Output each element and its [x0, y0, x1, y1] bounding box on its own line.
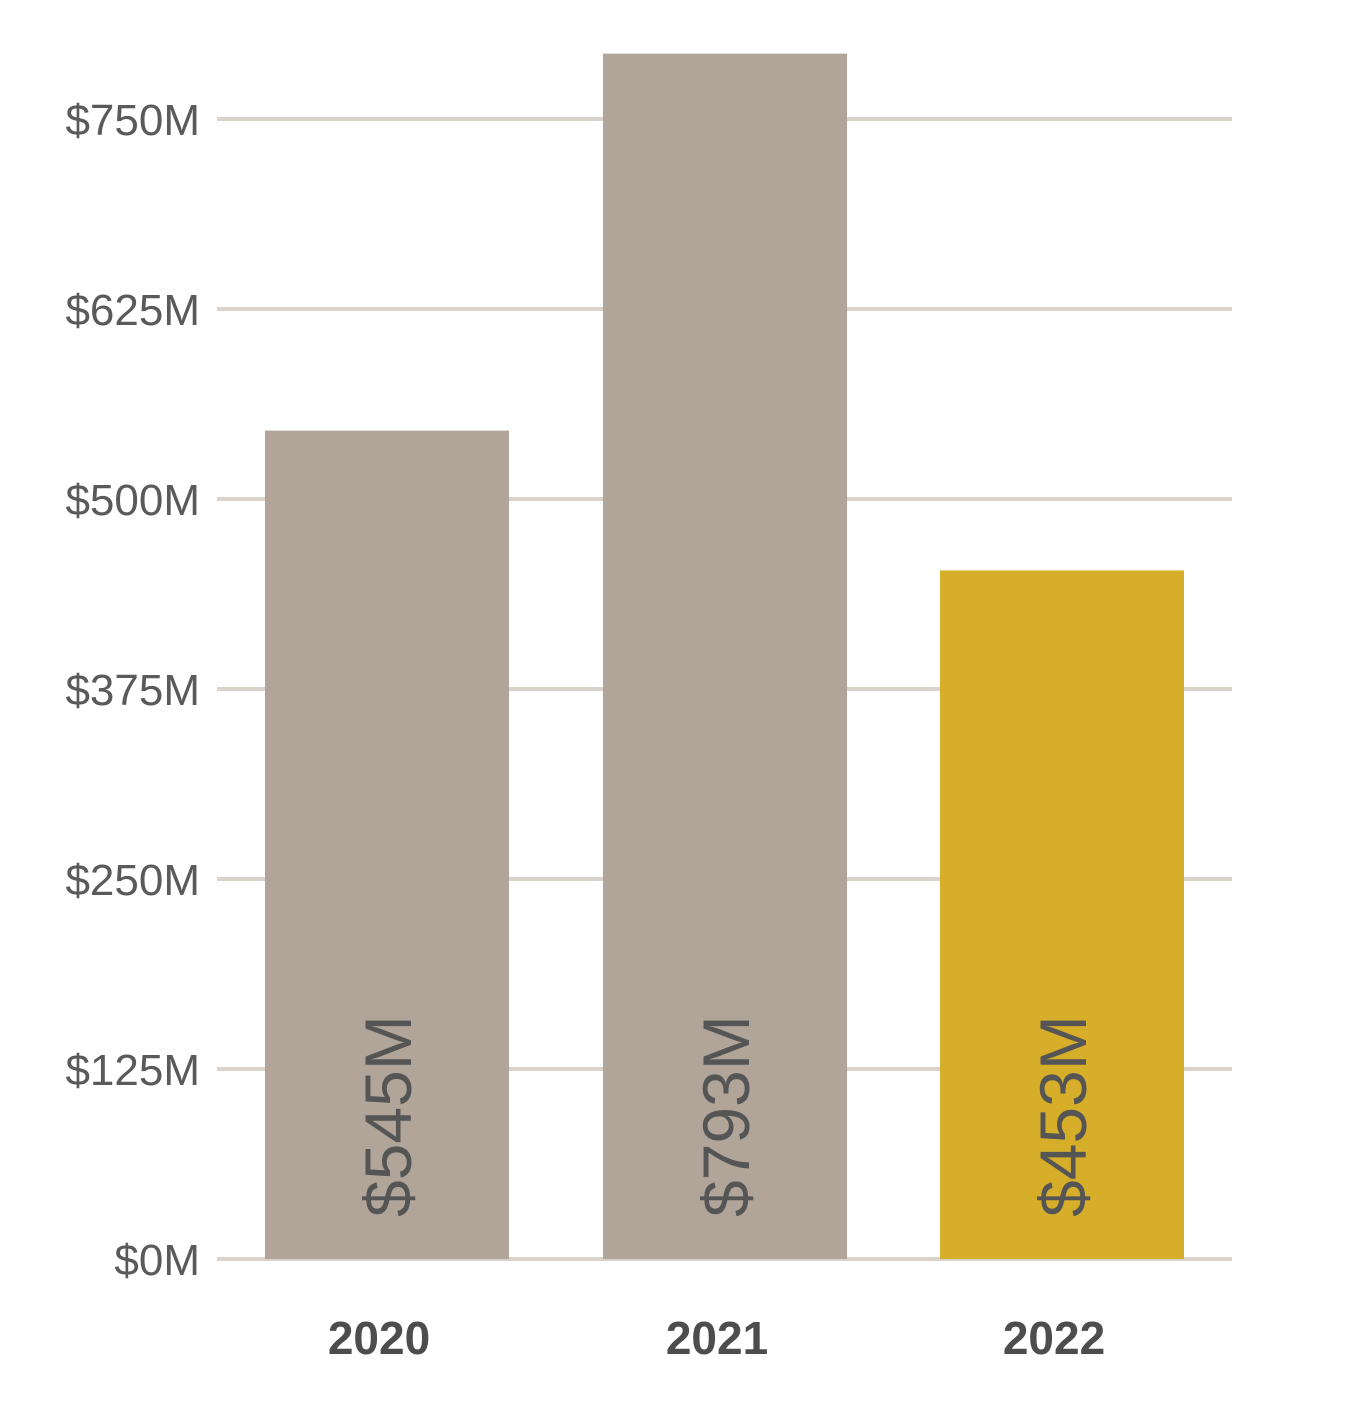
x-tick-label: 2020: [328, 1312, 430, 1364]
y-tick-label: $0M: [114, 1236, 200, 1285]
x-axis-ticks: 2020 2021 2022: [328, 1312, 1105, 1364]
y-tick-label: $375M: [65, 666, 200, 715]
y-tick-label: $125M: [65, 1046, 200, 1095]
y-tick-label: $750M: [65, 96, 200, 145]
bar-value-label: $545M: [351, 1015, 425, 1217]
bar-2021: [603, 53, 847, 1259]
x-tick-label: 2021: [666, 1312, 768, 1364]
y-axis-ticks: $0M $125M $250M $375M $500M $625M $750M: [65, 96, 200, 1285]
y-tick-label: $500M: [65, 476, 200, 525]
x-tick-label: 2022: [1003, 1312, 1105, 1364]
bars: [265, 53, 1184, 1260]
bar-value-label: $453M: [1026, 1015, 1100, 1217]
y-tick-label: $625M: [65, 286, 200, 335]
bar-value-labels: $545M $793M $453M: [351, 1015, 1100, 1217]
y-tick-label: $250M: [65, 856, 200, 905]
bar-2020: [265, 430, 509, 1260]
bar-value-label: $793M: [689, 1015, 763, 1217]
bar-2022: [940, 570, 1184, 1259]
